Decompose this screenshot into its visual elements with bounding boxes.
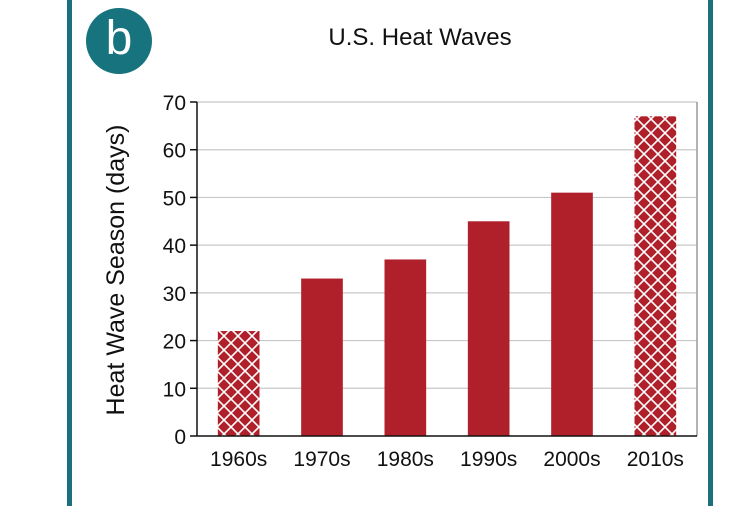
y-axis-title: Heat Wave Season (days) xyxy=(102,125,130,416)
y-tick-label: 70 xyxy=(163,92,186,115)
bar-1990s xyxy=(467,221,510,436)
bar-1960s xyxy=(217,331,260,436)
y-tick-label: 50 xyxy=(163,187,186,210)
y-tick-label: 0 xyxy=(174,426,186,449)
y-tick-label: 30 xyxy=(163,283,186,306)
bar-1980s xyxy=(384,259,427,436)
x-tick-label: 1980s xyxy=(377,448,434,471)
frame-right-border xyxy=(708,0,713,506)
chart-title: U.S. Heat Waves xyxy=(328,24,512,51)
y-tick-label: 20 xyxy=(163,331,186,354)
x-tick-label: 1960s xyxy=(210,448,267,471)
x-tick-label: 1990s xyxy=(460,448,517,471)
y-tick-label: 40 xyxy=(163,235,186,258)
panel-badge: b xyxy=(86,8,152,74)
bar-2000s xyxy=(551,192,593,436)
grid-layer xyxy=(197,101,697,389)
bar-2010s xyxy=(634,116,677,437)
y-tick-label: 60 xyxy=(163,140,186,163)
x-tick-label: 2010s xyxy=(627,448,684,471)
y-tick-label: 10 xyxy=(163,378,186,401)
frame-left-border xyxy=(67,0,72,506)
x-tick-label: 2000s xyxy=(543,448,600,471)
bar-1970s xyxy=(301,278,343,436)
bar-layer xyxy=(217,116,677,437)
axis-layer: 0 10 20 30 40 50 60 70 1960s 1970s 1980s 1990s 2000s… xyxy=(163,92,698,471)
x-tick-label: 1970s xyxy=(293,448,350,471)
